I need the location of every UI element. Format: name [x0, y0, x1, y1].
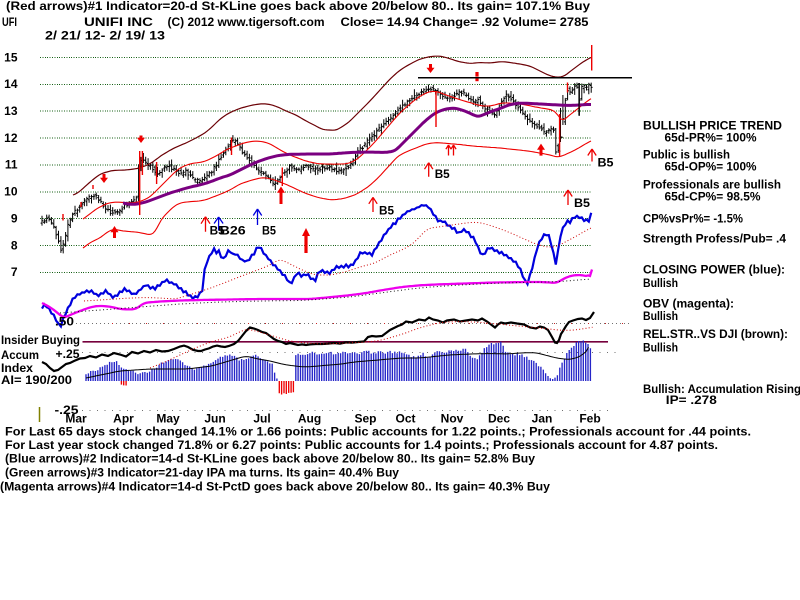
- svg-text:Insider Buying: Insider Buying: [1, 333, 80, 347]
- svg-text:B5: B5: [379, 203, 394, 217]
- svg-text:UNIFI INC: UNIFI INC: [84, 15, 153, 29]
- svg-text:10: 10: [4, 185, 18, 199]
- svg-text:B5: B5: [598, 156, 614, 170]
- svg-text:Jan: Jan: [532, 412, 553, 426]
- svg-text:65d-OP%= 100%: 65d-OP%= 100%: [665, 160, 757, 174]
- svg-text:Bullish: Bullish: [643, 341, 678, 355]
- svg-text:Bullish: Accumulation Rising: Bullish: Accumulation Rising: [643, 382, 800, 396]
- svg-text:Public is bullish: Public is bullish: [643, 148, 730, 162]
- svg-text:Strength Profess/Pub= .4: Strength Profess/Pub= .4: [643, 232, 786, 246]
- svg-text:-.25: -.25: [55, 403, 79, 417]
- svg-text:B26: B26: [220, 224, 246, 238]
- svg-text:13: 13: [4, 104, 18, 118]
- svg-text:2/ 21/ 12- 2/ 19/ 13: 2/ 21/ 12- 2/ 19/ 13: [45, 29, 165, 43]
- svg-text:Sep: Sep: [354, 412, 376, 426]
- svg-text:Professionals are bullish: Professionals are bullish: [643, 178, 781, 192]
- svg-text:OBV (magenta):: OBV (magenta):: [643, 297, 734, 311]
- svg-text:Nov: Nov: [441, 412, 464, 426]
- svg-text:(Red arrows)#1 Indicator=20-d: (Red arrows)#1 Indicator=20-d St-KLine g…: [6, 0, 590, 13]
- svg-text:REL.STR..VS DJI (brown):: REL.STR..VS DJI (brown):: [643, 327, 788, 341]
- svg-text:12: 12: [4, 131, 18, 145]
- svg-text:+.25: +.25: [56, 347, 80, 361]
- svg-text:CP%vsPr%= -1.5%: CP%vsPr%= -1.5%: [643, 212, 743, 226]
- svg-text:Mar: Mar: [65, 412, 87, 426]
- svg-text:15: 15: [4, 50, 18, 64]
- svg-text:(Magenta arrows)#4 Indicator=1: (Magenta arrows)#4 Indicator=14-d St-Pct…: [0, 480, 550, 494]
- svg-text:Feb: Feb: [579, 412, 600, 426]
- svg-text:65d-CP%= 98.5%: 65d-CP%= 98.5%: [665, 190, 761, 204]
- svg-text:BULLISH PRICE TREND: BULLISH PRICE TREND: [643, 119, 782, 133]
- svg-text:Accum: Accum: [1, 348, 39, 362]
- svg-text:May: May: [156, 412, 180, 426]
- svg-text:Apr: Apr: [113, 412, 134, 426]
- svg-text:Dec: Dec: [488, 412, 510, 426]
- svg-text:14: 14: [4, 77, 18, 91]
- svg-text:8: 8: [11, 238, 18, 252]
- svg-text:CLOSING POWER (blue):: CLOSING POWER (blue):: [643, 263, 785, 277]
- svg-text:Jul: Jul: [253, 412, 270, 426]
- svg-text:65d-PR%= 100%: 65d-PR%= 100%: [665, 131, 757, 145]
- svg-text:IP= .278: IP= .278: [666, 393, 717, 407]
- svg-text:For Last 65 days stock changed: For Last 65 days stock changed 14.1% or …: [5, 425, 751, 439]
- svg-text:Bullish: Bullish: [643, 276, 678, 290]
- svg-text:Bullish: Bullish: [643, 309, 678, 323]
- svg-text:B5: B5: [574, 196, 590, 210]
- svg-text:For Last year stock changed 7: For Last year stock changed 71.8% or 6.2…: [5, 438, 718, 452]
- svg-text:(Green arrows)#3 Indicator=21-: (Green arrows)#3 Indicator=21-day IPA ma…: [5, 466, 399, 480]
- svg-text:7: 7: [11, 265, 18, 279]
- svg-text:(Blue arrows)#2 Indicator=14-d: (Blue arrows)#2 Indicator=14-d St-KLine …: [5, 452, 535, 466]
- svg-text:Index: Index: [1, 361, 33, 375]
- svg-text:B5: B5: [210, 224, 225, 238]
- svg-text:Aug: Aug: [298, 412, 321, 426]
- svg-text:B5: B5: [262, 224, 276, 238]
- svg-text:Jun: Jun: [204, 412, 225, 426]
- svg-text:UFI: UFI: [2, 15, 17, 29]
- svg-text:B5: B5: [435, 167, 450, 181]
- svg-text:(C) 2012 www.tigersoft.com: (C) 2012 www.tigersoft.com: [168, 15, 325, 29]
- svg-text:AI= 190/200: AI= 190/200: [1, 373, 72, 387]
- svg-text:9: 9: [11, 211, 18, 225]
- svg-text:11: 11: [5, 158, 18, 172]
- svg-text:.50: .50: [55, 315, 74, 329]
- svg-text:Close= 14.94 Change= .92 Vo: Close= 14.94 Change= .92 Volume= 2785: [341, 15, 589, 29]
- svg-text:Oct: Oct: [395, 412, 415, 426]
